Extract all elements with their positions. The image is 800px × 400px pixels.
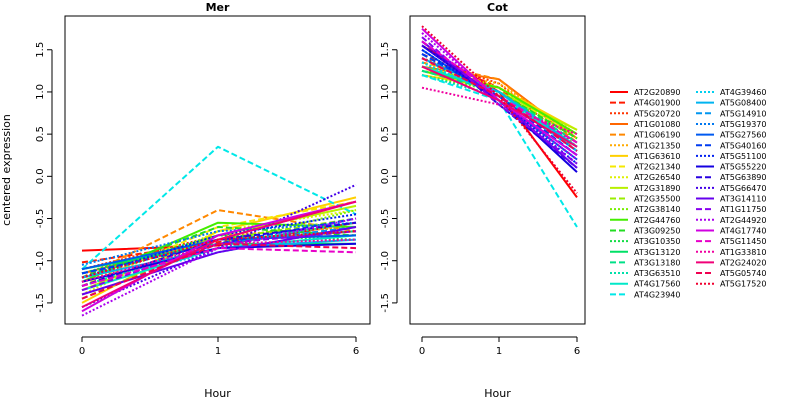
- legend-label: AT3G10350: [634, 237, 680, 246]
- series-line-at1g06190: [421, 61, 578, 144]
- legend-label: AT2G20890: [634, 88, 680, 97]
- x-tick-label: 6: [353, 346, 359, 357]
- legend-label: AT3G14110: [720, 195, 766, 204]
- series-line-at5g17520: [421, 25, 578, 194]
- legend-label: AT5G51100: [720, 152, 766, 161]
- legend-label: AT5G40160: [720, 141, 766, 150]
- series-line-at1g11750: [81, 230, 357, 292]
- legend-label: AT2G21340: [634, 163, 680, 172]
- legend-label: AT3G09250: [634, 226, 680, 235]
- series-line-at2g38140: [81, 209, 357, 287]
- legend-label: AT1G01080: [634, 120, 680, 129]
- series-line-at3g13180: [81, 230, 357, 279]
- legend-label: AT4G01900: [634, 99, 680, 108]
- legend-label: AT4G17740: [720, 226, 766, 235]
- legend-label: AT5G27560: [720, 131, 766, 140]
- series-line-at4g17740: [81, 200, 357, 313]
- legend-label: AT5G08400: [720, 99, 766, 108]
- series-line-at5g17520: [81, 230, 357, 279]
- plot-frame-mer: [64, 15, 371, 325]
- series-line-at5g40160: [421, 53, 578, 156]
- legend-label: AT2G44760: [634, 216, 680, 225]
- x-tick-label: 0: [79, 346, 85, 357]
- legend-label: AT2G26540: [634, 173, 680, 182]
- legend-label: AT3G13180: [634, 258, 680, 267]
- legend-label: AT5G14910: [720, 109, 766, 118]
- y-tick-label: 0.0: [35, 168, 46, 184]
- series-line-at5g19370: [81, 221, 357, 266]
- legend-label: AT1G63610: [634, 152, 680, 161]
- y-tick-label: -0.5: [35, 209, 46, 229]
- legend-label: AT2G38140: [634, 205, 680, 214]
- legend-label: AT5G63890: [720, 173, 766, 182]
- legend-label: AT3G63510: [634, 269, 680, 278]
- legend-label: AT5G20720: [634, 109, 680, 118]
- legend-label: AT5G19370: [720, 120, 766, 129]
- series-line-at2g24020: [81, 200, 357, 308]
- series-line-at5g08400: [421, 57, 578, 148]
- legend-label: AT5G11450: [720, 237, 766, 246]
- y-tick-label: 1.5: [35, 42, 46, 58]
- series-line-at3g63510: [421, 74, 578, 148]
- legend-label: AT3G13120: [634, 248, 680, 257]
- series-line-at2g44920: [81, 217, 357, 317]
- series-line-at5g05740: [81, 242, 357, 300]
- y-tick-label: 0.5: [380, 126, 391, 142]
- x-tick-label: 1: [215, 346, 221, 357]
- legend-label: AT5G55220: [720, 163, 766, 172]
- y-tick-label: -1.5: [35, 293, 46, 313]
- y-tick-label: 1.0: [35, 84, 46, 100]
- series-line-at1g11750: [421, 36, 578, 165]
- legend-label: AT4G23940: [634, 290, 680, 299]
- series-line-at4g23940: [81, 145, 357, 270]
- legend-label: AT5G05740: [720, 269, 766, 278]
- legend-label: AT5G66470: [720, 184, 766, 193]
- y-tick-label: 1.0: [380, 84, 391, 100]
- y-tick-label: -1.0: [35, 251, 46, 271]
- panel-title: Mer: [206, 1, 230, 14]
- legend-label: AT1G21350: [634, 141, 680, 150]
- legend-label: AT2G35500: [634, 195, 680, 204]
- plot-frame-cot: [409, 15, 586, 325]
- x-axis-label: Hour: [204, 387, 231, 400]
- x-axis-label: Hour: [484, 387, 511, 400]
- series-line-at1g06190: [81, 209, 357, 279]
- legend-label: AT2G24020: [720, 258, 766, 267]
- series-line-at2g44760: [421, 69, 578, 135]
- y-tick-label: 0.0: [380, 168, 391, 184]
- legend-label: AT4G17560: [634, 280, 680, 289]
- y-axis-label: centered expression: [0, 114, 13, 226]
- legend-label: AT2G44920: [720, 216, 766, 225]
- series-line-at5g11450: [81, 247, 357, 287]
- legend-label: AT2G31890: [634, 184, 680, 193]
- series-line-at5g20720: [421, 57, 578, 148]
- x-tick-label: 0: [419, 346, 425, 357]
- series-line-at5g66470: [81, 183, 357, 309]
- y-tick-label: 1.5: [380, 42, 391, 58]
- y-tick-label: -1.0: [380, 251, 391, 271]
- y-tick-label: -1.5: [380, 293, 391, 313]
- series-line-at2g24020: [421, 65, 578, 148]
- panel-title: Cot: [487, 1, 508, 14]
- legend-label: AT4G39460: [720, 88, 766, 97]
- x-tick-label: 6: [574, 346, 580, 357]
- x-tick-label: 1: [496, 346, 502, 357]
- legend-label: AT5G17520: [720, 280, 766, 289]
- y-tick-label: -0.5: [380, 209, 391, 229]
- legend-label: AT1G11750: [720, 205, 766, 214]
- y-tick-label: 0.5: [35, 126, 46, 142]
- legend-label: AT1G33810: [720, 248, 766, 257]
- legend-label: AT1G06190: [634, 131, 680, 140]
